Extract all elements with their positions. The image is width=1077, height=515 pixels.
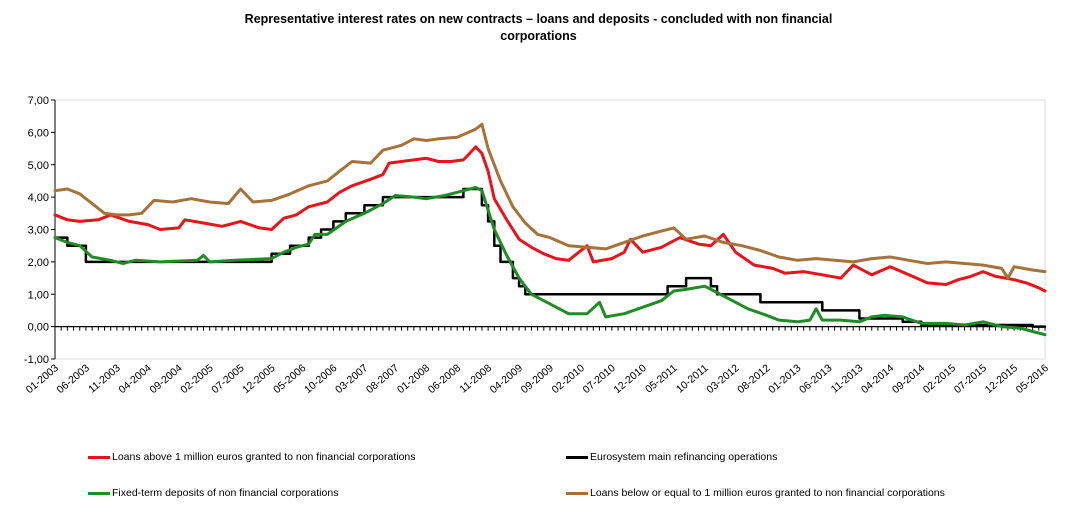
x-tick-label: 11-2013 <box>829 362 866 396</box>
series-line-1 <box>53 145 1047 293</box>
x-tick-label: 11-2008 <box>457 362 494 396</box>
chart-title: Representative interest rates on new con… <box>0 11 1077 45</box>
y-tick-label: -1,00 <box>24 354 49 366</box>
legend-label: Loans below or equal to 1 million euros … <box>590 487 945 499</box>
x-tick-label: 12-2010 <box>611 362 648 396</box>
legend-swatch <box>88 491 110 495</box>
legend-swatch <box>566 455 588 459</box>
x-tick-label: 05-2006 <box>271 362 308 396</box>
x-tick-label: 02-2010 <box>550 362 587 396</box>
legend-item: Loans below or equal to 1 million euros … <box>566 487 945 499</box>
legend-item: Loans above 1 million euros granted to n… <box>88 451 416 463</box>
plot-area <box>54 99 1046 360</box>
x-tick-label: 08-2012 <box>735 362 772 396</box>
x-tick-label: 07-2015 <box>952 362 989 396</box>
x-tick-label: 01-2003 <box>24 362 61 396</box>
legend-label: Fixed-term deposits of non financial cor… <box>112 487 339 499</box>
x-tick-label: 09-2014 <box>890 362 927 396</box>
y-tick-label: 6,00 <box>28 127 49 139</box>
x-tick-label: 04-2014 <box>859 362 896 396</box>
y-tick-label: 1,00 <box>28 289 49 301</box>
y-tick-label: 3,00 <box>28 225 49 237</box>
x-tick-label: 07-2005 <box>209 362 246 396</box>
x-tick-label: 06-2003 <box>55 362 92 396</box>
y-tick-label: 0,00 <box>28 322 49 334</box>
chart-title-line-1: Representative interest rates on new con… <box>244 12 833 26</box>
x-tick-label: 03-2007 <box>333 362 370 396</box>
x-tick-label: 03-2012 <box>704 362 741 396</box>
x-tick-label: 01-2013 <box>766 362 803 396</box>
x-tick-label: 07-2010 <box>581 362 618 396</box>
x-tick-label: 11-2003 <box>86 362 123 396</box>
y-tick-label: 4,00 <box>28 192 49 204</box>
x-tick-label: 04-2004 <box>116 362 153 396</box>
series-line-3 <box>53 185 1047 337</box>
x-tick-label: 05-2011 <box>643 362 680 396</box>
y-tick-label: 2,00 <box>28 257 49 269</box>
x-tick-label: 02-2015 <box>921 362 958 396</box>
legend-swatch <box>88 455 110 459</box>
x-tick-label: 05-2016 <box>1014 362 1051 396</box>
legend-label: Eurosystem main refinancing operations <box>590 451 778 463</box>
x-tick-label: 06-2013 <box>797 362 834 396</box>
x-tick-label: 10-2006 <box>302 362 339 396</box>
chart-title-line-2: corporations <box>500 29 577 43</box>
x-tick-label: 08-2007 <box>364 362 401 396</box>
legend-label: Loans above 1 million euros granted to n… <box>112 451 416 463</box>
legend-item: Fixed-term deposits of non financial cor… <box>88 487 338 499</box>
legend-item: Eurosystem main refinancing operations <box>566 451 777 463</box>
y-tick-label: 5,00 <box>28 160 49 172</box>
x-tick-label: 06-2008 <box>426 362 463 396</box>
x-tick-label: 04-2009 <box>488 362 525 396</box>
x-tick-label: 09-2004 <box>147 362 184 396</box>
x-tick-label: 12-2015 <box>983 362 1020 396</box>
x-tick-label: 09-2009 <box>519 362 556 396</box>
x-tick-label: 02-2005 <box>178 362 215 396</box>
x-tick-label: 10-2011 <box>674 362 711 396</box>
x-tick-label: 12-2005 <box>240 362 277 396</box>
x-tick-label: 01-2008 <box>395 362 432 396</box>
y-tick-label: 7,00 <box>28 95 49 107</box>
series-line-4 <box>53 122 1047 280</box>
legend-swatch <box>566 491 588 495</box>
